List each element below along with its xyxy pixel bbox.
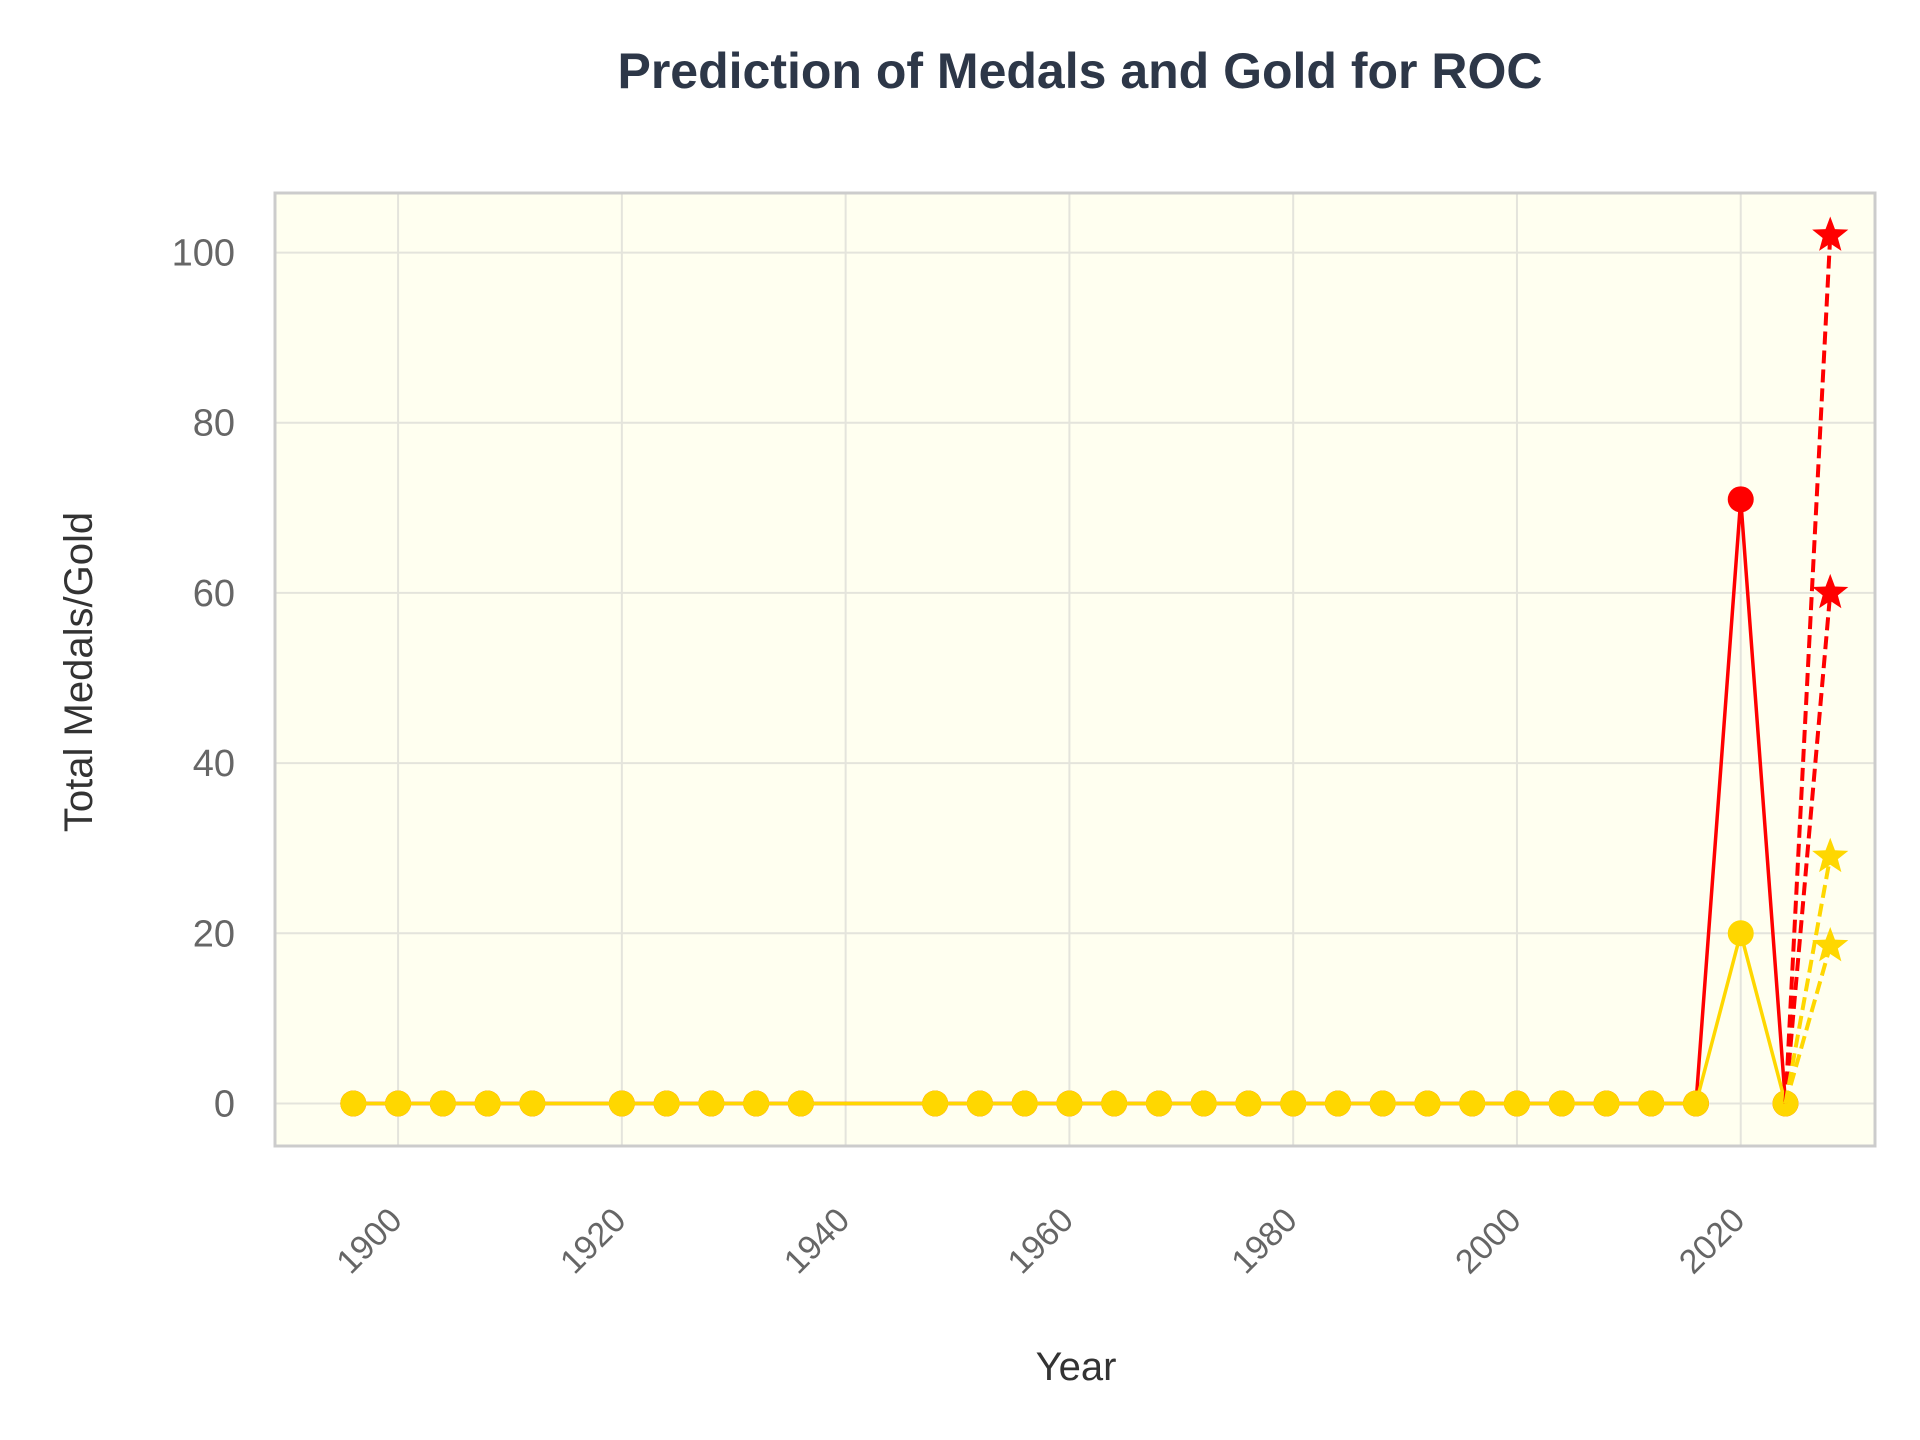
data-point <box>653 1090 680 1117</box>
data-point <box>1638 1090 1665 1117</box>
x-tick-label: 1940 <box>777 1201 857 1281</box>
series-line <box>1783 235 1833 1104</box>
series-line <box>1783 592 1833 1104</box>
series-line <box>1783 856 1833 1104</box>
data-point <box>340 1090 367 1117</box>
data-point <box>698 1090 725 1117</box>
series-layer <box>340 216 1849 1117</box>
chart-title: Prediction of Medals and Gold for ROC <box>617 43 1542 99</box>
series-gold-prediction-lower <box>1783 927 1849 1105</box>
data-point <box>1682 1090 1709 1117</box>
x-tick-label: 1980 <box>1224 1201 1304 1281</box>
data-point <box>429 1090 456 1117</box>
data-point <box>1503 1090 1530 1117</box>
x-tick-label: 1920 <box>553 1201 633 1281</box>
y-tick-label: 60 <box>193 573 235 615</box>
data-point <box>1727 920 1754 947</box>
data-point <box>1727 486 1754 513</box>
data-point <box>1459 1090 1486 1117</box>
plot-area <box>275 193 1875 1146</box>
prediction-point <box>1812 216 1849 251</box>
y-tick-label: 100 <box>172 233 235 275</box>
data-point <box>966 1090 993 1117</box>
data-point <box>519 1090 546 1117</box>
x-axis-ticks: 1900 1920 1940 1960 1980 2000 2020 <box>329 1201 1752 1281</box>
data-point <box>1190 1090 1217 1117</box>
data-point <box>474 1090 501 1117</box>
data-point <box>1145 1090 1172 1117</box>
data-point <box>787 1090 814 1117</box>
x-tick-label: 2000 <box>1448 1201 1528 1281</box>
x-tick-label: 1900 <box>329 1201 409 1281</box>
data-point <box>1369 1090 1396 1117</box>
y-tick-label: 0 <box>214 1083 235 1125</box>
y-tick-label: 40 <box>193 743 235 785</box>
prediction-point <box>1812 837 1849 873</box>
y-tick-label: 80 <box>193 403 235 445</box>
data-point <box>1056 1090 1083 1117</box>
series-total-medals-prediction-lower <box>1783 573 1849 1104</box>
data-point <box>1101 1090 1128 1117</box>
data-point <box>1593 1090 1620 1117</box>
data-point <box>1280 1090 1307 1117</box>
series-gold-prediction-upper <box>1783 837 1849 1104</box>
data-point <box>1235 1090 1262 1117</box>
data-point <box>608 1090 635 1117</box>
x-tick-label: 1960 <box>1001 1201 1081 1281</box>
series-total-medals-prediction-upper <box>1783 216 1849 1104</box>
data-point <box>1414 1090 1441 1117</box>
series-gold <box>340 920 1799 1117</box>
y-axis-ticks: 0 20 40 60 80 100 <box>172 233 235 1126</box>
y-axis-label: Total Medals/Gold <box>57 512 101 832</box>
prediction-point <box>1812 927 1849 962</box>
series-line <box>1783 945 1833 1105</box>
data-point <box>385 1090 412 1117</box>
y-tick-label: 20 <box>193 913 235 955</box>
data-point <box>1324 1090 1351 1117</box>
grid <box>275 193 1875 1146</box>
x-tick-label: 2020 <box>1672 1201 1752 1281</box>
x-axis-label: Year <box>1036 1345 1117 1389</box>
data-point <box>922 1090 949 1117</box>
data-point <box>1548 1090 1575 1117</box>
plot-frame <box>273 191 1877 1148</box>
prediction-point <box>1812 573 1849 609</box>
data-point <box>1011 1090 1038 1117</box>
data-point <box>743 1090 770 1117</box>
